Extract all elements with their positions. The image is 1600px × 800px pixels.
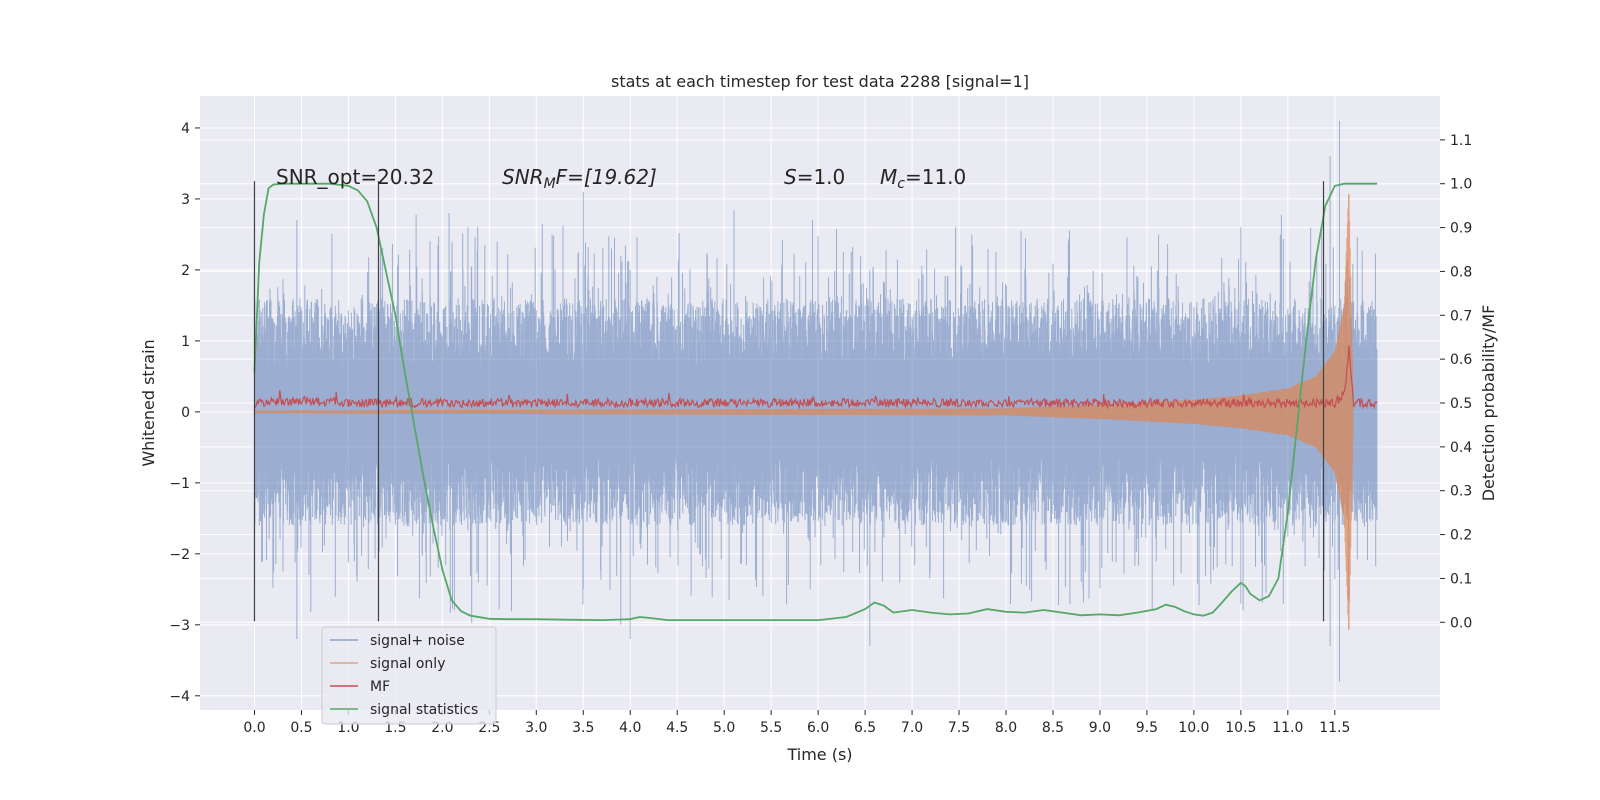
chart-title: stats at each timestep for test data 228… <box>611 72 1029 91</box>
series-layer <box>253 120 1378 682</box>
left-y-tick-label: −4 <box>169 689 190 705</box>
right-y-tick-label: 1.0 <box>1450 177 1472 193</box>
annotation-snr-mf-var: SNR <box>502 165 544 189</box>
x-tick-label: 6.0 <box>807 720 829 736</box>
right-y-tick-label: 0.3 <box>1450 484 1472 500</box>
annotation-mc-sub: c <box>897 176 905 192</box>
x-tick-label: 10.5 <box>1225 720 1256 736</box>
x-tick-label: 9.5 <box>1136 720 1158 736</box>
annotation-snr-mf: SNRMF=[19.62] <box>502 165 657 192</box>
left-y-tick-label: 2 <box>181 263 190 279</box>
vertical-markers <box>253 181 1325 622</box>
right-y-tick-label: 0.4 <box>1450 440 1472 456</box>
annotation-mc-var: M <box>880 165 897 189</box>
annotation-mc-rest: =11.0 <box>905 165 966 189</box>
left-y-tick-label: −3 <box>169 618 190 634</box>
x-tick-label: 5.0 <box>713 720 735 736</box>
left-y-tick-label: 0 <box>181 405 190 421</box>
annotation-snr-mf-rest: F=[19.62] <box>556 165 657 189</box>
x-tick-label: 11.0 <box>1272 720 1303 736</box>
legend-label-signal-statistics: signal statistics <box>370 702 478 718</box>
x-tick-label: 7.0 <box>901 720 923 736</box>
left-y-tick-label: −2 <box>169 547 190 563</box>
x-tick-label: 0.0 <box>243 720 265 736</box>
left-y-axis-label: Whitened strain <box>139 339 158 466</box>
right-y-tick-label: 0.2 <box>1450 528 1472 544</box>
annotation-snr-opt: SNR_opt=20.32 <box>276 165 434 189</box>
left-y-tick-label: 3 <box>181 192 190 208</box>
x-tick-label: 3.0 <box>525 720 547 736</box>
right-y-tick-label: 0.1 <box>1450 571 1472 587</box>
x-tick-label: 4.0 <box>619 720 641 736</box>
x-tick-label: 9.0 <box>1089 720 1111 736</box>
right-y-tick-label: 0.0 <box>1450 615 1472 631</box>
left-y-tick-label: −1 <box>169 476 190 492</box>
legend: signal+ noise signal only MF signal stat… <box>321 626 497 725</box>
legend-label-mf: MF <box>370 679 390 695</box>
right-y-tick-label: 0.5 <box>1450 396 1472 412</box>
annotation-s: S=1.0 <box>784 165 845 189</box>
annotations: SNR_opt=20.32 SNRMF=[19.62] S=1.0 Mc=11.… <box>276 165 966 192</box>
x-tick-label: 8.0 <box>995 720 1017 736</box>
x-tick-label: 8.5 <box>1042 720 1064 736</box>
x-axis-label: Time (s) <box>786 745 852 764</box>
annotation-s-rest: =1.0 <box>797 165 846 189</box>
x-tick-label: 5.5 <box>760 720 782 736</box>
x-tick-label: 4.5 <box>666 720 688 736</box>
x-tick-label: 10.0 <box>1178 720 1209 736</box>
left-y-tick-label: 1 <box>181 334 190 350</box>
right-y-tick-label: 0.8 <box>1450 264 1472 280</box>
right-y-tick-label: 0.6 <box>1450 352 1472 368</box>
legend-label-signal-noise: signal+ noise <box>370 633 465 649</box>
left-y-tick-label: 4 <box>181 121 190 137</box>
x-tick-label: 0.5 <box>290 720 312 736</box>
annotation-snr-mf-sub: M <box>544 176 556 192</box>
right-y-tick-label: 1.1 <box>1450 133 1472 149</box>
right-y-tick-label: 0.7 <box>1450 308 1472 324</box>
right-y-axis-label: Detection probability/MF <box>1479 305 1498 502</box>
series-mf <box>254 345 1378 410</box>
x-tick-label: 7.5 <box>948 720 970 736</box>
legend-label-signal-only: signal only <box>370 656 445 672</box>
legend-box <box>321 626 497 725</box>
x-tick-label: 11.5 <box>1319 720 1350 736</box>
series-signal-statistics <box>253 182 1378 622</box>
x-tick-label: 6.5 <box>854 720 876 736</box>
annotation-s-var: S <box>784 165 797 189</box>
x-tick-label: 3.5 <box>572 720 594 736</box>
right-y-tick-label: 0.9 <box>1450 221 1472 237</box>
annotation-mc: Mc=11.0 <box>880 165 966 192</box>
